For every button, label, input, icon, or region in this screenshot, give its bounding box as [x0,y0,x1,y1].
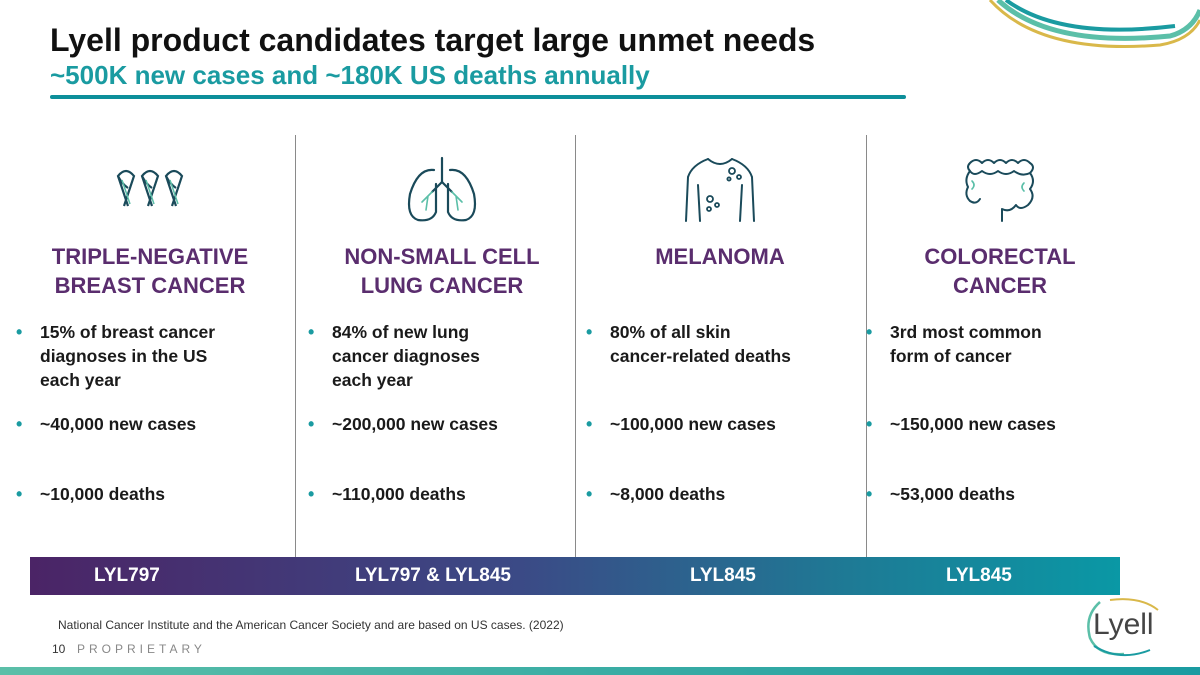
product-candidate-bar: LYL797 LYL797 & LYL845 LYL845 LYL845 [30,557,1120,595]
stat-bullet: ~150,000 new cases [860,412,1140,436]
stat-bullet: ~40,000 new cases [10,412,290,436]
stat-bullet: ~200,000 new cases [302,412,582,436]
title-underline [50,95,906,99]
torso-skin-spots-icon [685,158,755,222]
stat-bullet: 15% of breast cancer diagnoses in the US… [10,320,290,392]
stat-bullet: ~110,000 deaths [302,482,582,506]
indication-column-melanoma: MELANOMA 80% of all skin cancer-related … [580,140,860,506]
source-footnote: National Cancer Institute and the Americ… [58,618,564,632]
stat-bullet: ~53,000 deaths [860,482,1140,506]
lyell-logo-text: Lyell [1093,608,1154,641]
indication-heading: TRIPLE-NEGATIVE BREAST CANCER [51,244,249,298]
stat-bullet: ~100,000 new cases [580,412,860,436]
stat-bullet: 84% of new lung cancer diagnoses each ye… [302,320,582,392]
indication-heading: NON-SMALL CELL LUNG CANCER [344,244,540,298]
bottom-accent-bar [0,667,1200,675]
indication-column-colorectal: COLORECTAL CANCER 3rd most common form o… [860,140,1140,506]
awareness-ribbons-icon [116,169,184,207]
product-label: LYL797 [94,565,160,586]
stat-bullet: 80% of all skin cancer-related deaths [580,320,860,368]
proprietary-label: PROPRIETARY [77,642,206,656]
stat-bullet: ~10,000 deaths [10,482,290,506]
product-label: LYL797 & LYL845 [355,565,511,586]
indication-column-nsclc: NON-SMALL CELL LUNG CANCER 84% of new lu… [302,140,582,506]
column-divider [295,135,296,557]
product-label: LYL845 [946,565,1012,586]
indication-heading: MELANOMA [655,244,785,269]
page-title: Lyell product candidates target large un… [50,22,816,58]
product-label: LYL845 [690,565,756,586]
stat-bullet: 3rd most common form of cancer [860,320,1140,368]
lungs-icon [407,156,477,222]
stat-bullet: ~8,000 deaths [580,482,860,506]
colon-icon [965,159,1034,222]
page-subtitle: ~500K new cases and ~180K US deaths annu… [50,60,650,90]
corner-decoration [988,0,1200,49]
indication-column-tnbc: TRIPLE-NEGATIVE BREAST CANCER 15% of bre… [10,140,290,506]
indication-heading: COLORECTAL CANCER [924,244,1076,298]
page-number: 10 [52,642,66,656]
lyell-logo-icon [1087,598,1159,657]
